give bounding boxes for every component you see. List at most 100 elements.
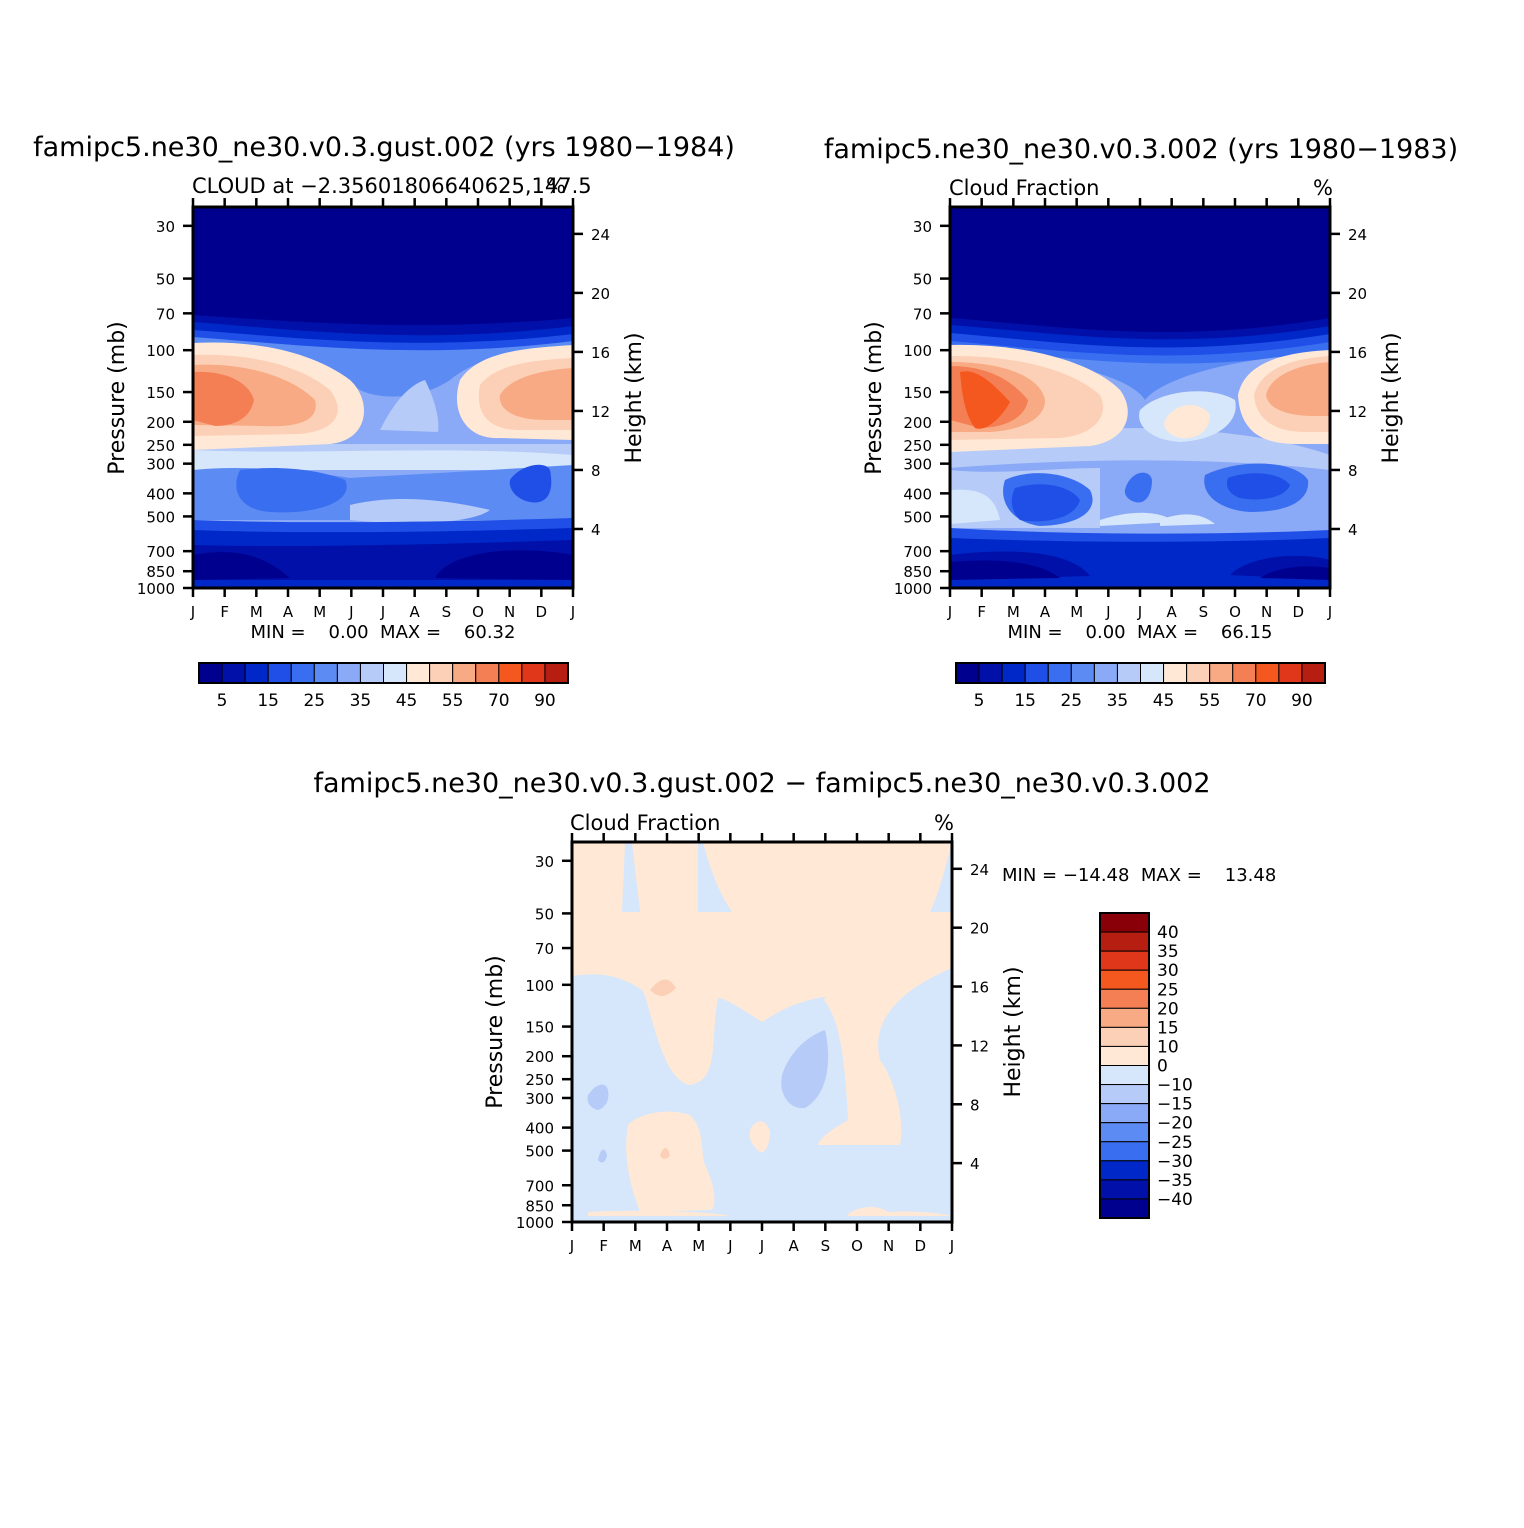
colorbar-cell	[978, 662, 1003, 684]
colorbar-cell	[521, 662, 546, 684]
x-tick-label: J	[727, 1237, 732, 1255]
y-axis-label: Pressure (mb)	[105, 321, 130, 475]
contour-field	[950, 207, 1330, 588]
y-tick-label: 70	[535, 940, 554, 958]
colorbar-cell	[1099, 1160, 1150, 1181]
colorbar-cell	[1301, 662, 1326, 684]
panel-subtitle: CLOUD at −2.35601806640625,147.5	[192, 174, 592, 198]
x-tick-label: O	[1229, 603, 1241, 621]
y-tick-label: 30	[535, 853, 554, 871]
y-tick-label: 500	[525, 1143, 554, 1161]
colorbar-cell	[955, 662, 980, 684]
x-tick-label: O	[472, 603, 484, 621]
panel-title: famipc5.ne30_ne30.v0.3.gust.002 (yrs 198…	[33, 132, 735, 163]
colorbar-label: 25	[1060, 691, 1082, 711]
x-tick-label: M	[692, 1237, 705, 1255]
colorbar-label: 25	[1157, 980, 1179, 1000]
contour-field	[193, 207, 573, 588]
y-axis-label-right: Height (km)	[1001, 966, 1026, 1097]
x-tick-label: M	[1007, 603, 1020, 621]
y-tick-label: 200	[146, 414, 175, 432]
y-right-tick-label: 20	[970, 920, 989, 938]
panel-diff: famipc5.ne30_ne30.v0.3.gust.002 − famipc…	[313, 768, 1276, 1255]
y-tick-label: 300	[525, 1090, 554, 1108]
x-tick-label: S	[1199, 603, 1209, 621]
colorbar-cell	[290, 662, 315, 684]
colorbar-label: −35	[1157, 1171, 1193, 1191]
x-tick-label: J	[348, 603, 353, 621]
colorbar-frame	[955, 662, 1326, 684]
y-tick-label: 50	[535, 905, 554, 923]
x-tick-label: J	[380, 603, 385, 621]
colorbar-label: 35	[1157, 942, 1179, 962]
x-tick-label: J	[570, 603, 575, 621]
y-tick-label: 70	[156, 305, 175, 323]
colorbar-cell	[1099, 1141, 1150, 1162]
y-right-tick-label: 20	[591, 285, 610, 303]
colorbar-cell	[1278, 662, 1303, 684]
colorbar-cell	[1099, 1026, 1150, 1047]
colorbar-frame	[198, 662, 569, 684]
colorbar-label: −30	[1157, 1152, 1193, 1172]
x-tick-label: S	[821, 1237, 831, 1255]
y-right-tick-label: 4	[1348, 521, 1358, 539]
colorbar-cell	[1099, 1122, 1150, 1143]
x-tick-label: J	[190, 603, 195, 621]
y-tick-label: 850	[903, 563, 932, 581]
colorbar-label: 70	[1245, 691, 1267, 711]
colorbar-cell	[1099, 1065, 1150, 1086]
colorbar-cell	[1186, 662, 1211, 684]
colorbar-cell	[221, 662, 246, 684]
colorbar-cell	[267, 662, 292, 684]
y-tick-label: 30	[156, 218, 175, 236]
y-tick-label: 400	[903, 485, 932, 503]
colorbar-cell	[1099, 912, 1150, 933]
y-right-tick-label: 8	[1348, 462, 1358, 480]
colorbar-cell	[1232, 662, 1257, 684]
x-tick-label: D	[536, 603, 548, 621]
colorbar-label: 90	[534, 691, 556, 711]
y-right-tick-label: 8	[591, 462, 601, 480]
x-tick-label: J	[947, 603, 952, 621]
colorbar: 5 15 25 35 45 55 70 90	[198, 662, 569, 711]
x-tick-label: A	[1040, 603, 1051, 621]
y-axis-label: Pressure (mb)	[483, 955, 508, 1109]
min-max-stats: MIN = 0.00 MAX = 66.15	[1008, 622, 1273, 643]
colorbar-label: 70	[488, 691, 510, 711]
x-tick-label: J	[1137, 603, 1142, 621]
y-tick-label: 100	[903, 342, 932, 360]
min-max-stats: MIN = −14.48 MAX = 13.48	[1002, 865, 1276, 886]
colorbar-cell	[359, 662, 384, 684]
colorbar-label: 35	[1107, 691, 1129, 711]
colorbar-label: −40	[1157, 1190, 1193, 1210]
panel-base: famipc5.ne30_ne30.v0.3.002 (yrs 1980−198…	[824, 134, 1458, 711]
colorbar-cell	[1116, 662, 1141, 684]
colorbar-cell	[1209, 662, 1234, 684]
x-tick-label: S	[442, 603, 452, 621]
colorbar-label: −20	[1157, 1114, 1193, 1134]
x-tick-label: F	[599, 1237, 608, 1255]
colorbar-label: 55	[442, 691, 464, 711]
colorbar-label: 15	[1014, 691, 1036, 711]
colorbar-label: 5	[974, 691, 985, 711]
y-tick-label: 150	[525, 1019, 554, 1037]
panel-units: %	[1313, 176, 1333, 200]
y-tick-label: 30	[913, 218, 932, 236]
colorbar-cell	[544, 662, 569, 684]
colorbar-cell	[498, 662, 523, 684]
y-tick-label: 850	[146, 563, 175, 581]
x-tick-label: N	[504, 603, 515, 621]
x-tick-label: M	[313, 603, 326, 621]
x-tick-label: J	[1105, 603, 1110, 621]
colorbar-cell	[1070, 662, 1095, 684]
contour-field	[572, 842, 952, 1222]
colorbar-cell	[1099, 1198, 1150, 1219]
panel-subtitle: Cloud Fraction	[949, 176, 1100, 200]
colorbar-cell	[1140, 662, 1165, 684]
colorbar-label: 15	[257, 691, 279, 711]
y-tick-label: 50	[913, 271, 932, 289]
